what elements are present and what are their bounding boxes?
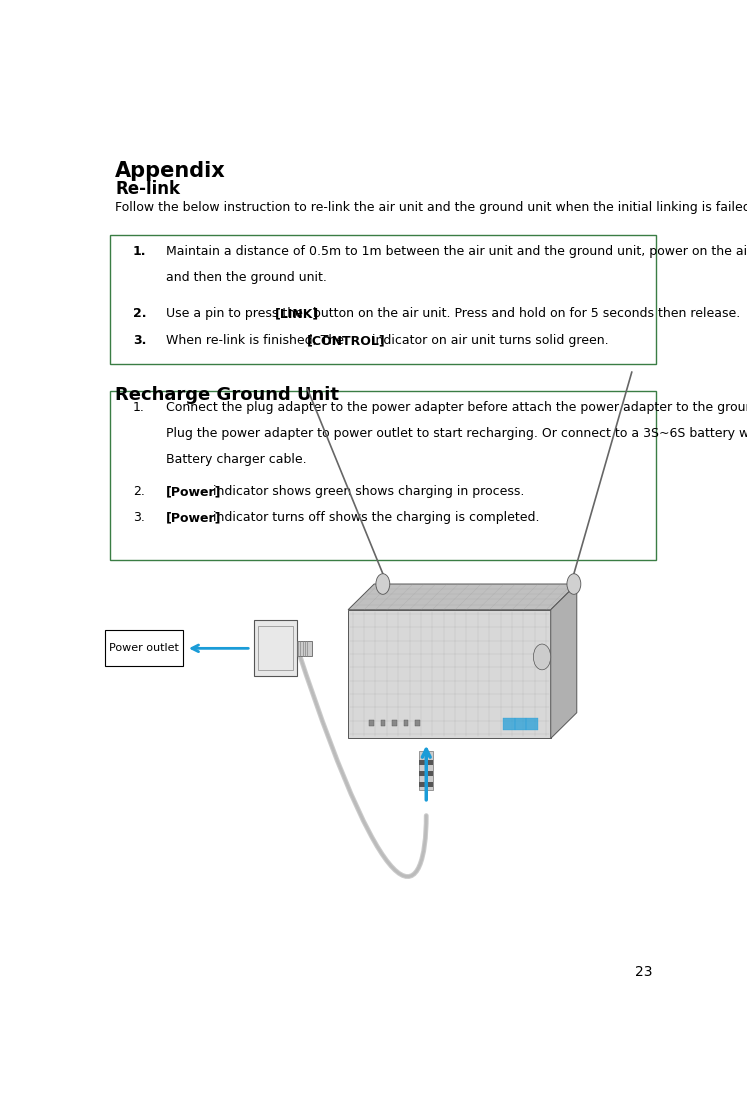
Bar — [503, 717, 515, 730]
Text: Re-link: Re-link — [115, 180, 180, 198]
Text: Connect the plug adapter to the power adapter before attach the power adapter to: Connect the plug adapter to the power ad… — [166, 401, 747, 414]
Bar — [380, 720, 385, 726]
Text: button on the air unit. Press and hold on for 5 seconds then release.: button on the air unit. Press and hold o… — [309, 307, 740, 320]
Bar — [258, 626, 294, 671]
Bar — [254, 620, 297, 676]
Bar — [419, 751, 433, 790]
Text: When re-link is finished, The: When re-link is finished, The — [166, 334, 348, 348]
Text: Maintain a distance of 0.5m to 1m between the air unit and the ground unit, powe: Maintain a distance of 0.5m to 1m betwee… — [166, 245, 747, 258]
Text: indicator turns off shows the charging is completed.: indicator turns off shows the charging i… — [208, 511, 539, 524]
Circle shape — [533, 644, 551, 670]
Bar — [403, 720, 409, 726]
Bar — [369, 720, 374, 726]
Bar — [105, 631, 183, 666]
Text: Use a pin to press the: Use a pin to press the — [166, 307, 306, 320]
Text: indicator on air unit turns solid green.: indicator on air unit turns solid green. — [368, 334, 609, 348]
Bar — [527, 717, 538, 730]
Text: 3.: 3. — [133, 511, 145, 524]
Text: Power outlet: Power outlet — [109, 644, 179, 653]
Bar — [419, 771, 433, 776]
Polygon shape — [348, 609, 551, 739]
Bar — [419, 782, 433, 788]
Bar — [515, 717, 527, 730]
Polygon shape — [348, 584, 577, 609]
Circle shape — [567, 574, 581, 594]
Text: 3.: 3. — [133, 334, 146, 348]
Text: 2.: 2. — [133, 307, 146, 320]
Text: 23: 23 — [634, 965, 652, 978]
Bar — [415, 720, 420, 726]
Text: [CONTROL]: [CONTROL] — [307, 334, 385, 348]
Polygon shape — [551, 584, 577, 739]
Text: indicator shows green shows charging in process.: indicator shows green shows charging in … — [208, 486, 524, 498]
Text: [Power]: [Power] — [166, 486, 221, 498]
Text: 2.: 2. — [133, 486, 145, 498]
Text: 1.: 1. — [133, 245, 146, 258]
Text: Plug the power adapter to power outlet to start recharging. Or connect to a 3S~6: Plug the power adapter to power outlet t… — [166, 427, 747, 440]
Circle shape — [376, 574, 390, 594]
Bar — [419, 760, 433, 765]
Text: Recharge Ground Unit: Recharge Ground Unit — [115, 385, 339, 404]
Text: [Power]: [Power] — [166, 511, 221, 524]
Bar — [297, 641, 312, 656]
Bar — [110, 391, 656, 560]
Text: 1.: 1. — [133, 401, 145, 414]
Bar — [110, 235, 656, 363]
Bar — [392, 720, 397, 726]
Text: Appendix: Appendix — [115, 162, 226, 182]
Text: and then the ground unit.: and then the ground unit. — [166, 271, 326, 284]
Text: [LINK]: [LINK] — [275, 307, 319, 320]
Text: Follow the below instruction to re-link the air unit and the ground unit when th: Follow the below instruction to re-link … — [115, 202, 747, 214]
Text: Battery charger cable.: Battery charger cable. — [166, 452, 306, 466]
